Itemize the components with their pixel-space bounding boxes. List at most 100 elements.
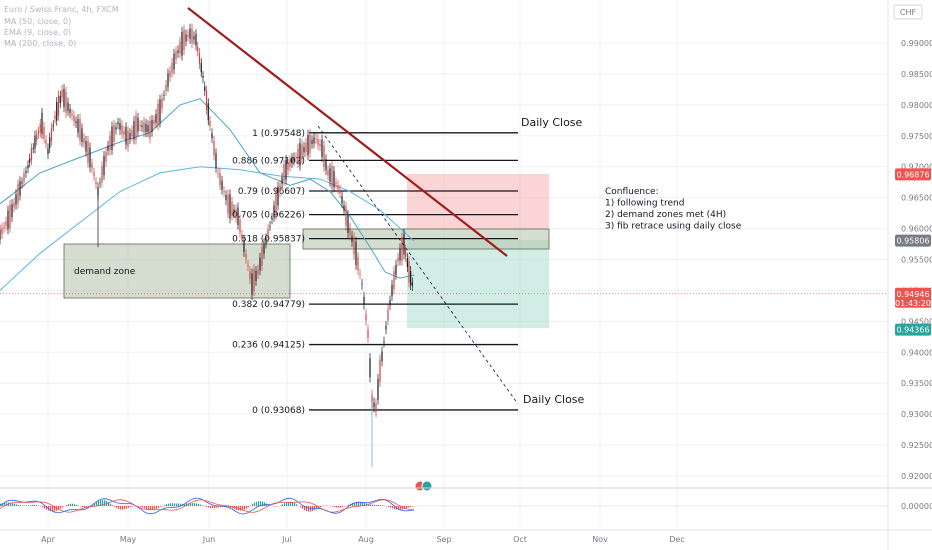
osc-histogram-bar bbox=[102, 499, 104, 506]
osc-histogram-bar bbox=[34, 504, 36, 506]
candle-body bbox=[289, 160, 291, 167]
osc-histogram-bar bbox=[88, 506, 90, 507]
osc-histogram-bar bbox=[212, 506, 214, 509]
candle-body bbox=[305, 142, 307, 153]
osc-histogram-bar bbox=[16, 504, 18, 506]
y-tick-label: 0.92500 bbox=[901, 441, 932, 450]
candle-body bbox=[56, 102, 58, 121]
osc-histogram-bar bbox=[228, 506, 230, 508]
fibonacci-retracement[interactable]: 1 (0.97548) 0.886 (0.97102) 0.79 (0.96607)… bbox=[232, 129, 518, 416]
osc-histogram-bar bbox=[94, 503, 96, 506]
candle-body bbox=[103, 155, 105, 176]
price-tag bbox=[895, 287, 931, 308]
candle-body bbox=[175, 51, 177, 60]
candle-body bbox=[359, 273, 361, 275]
candle-body bbox=[215, 153, 217, 168]
daily-close-label-top: Daily Close bbox=[521, 116, 583, 129]
x-tick-label: Nov bbox=[592, 535, 608, 544]
candle-body bbox=[411, 282, 413, 286]
candle-body bbox=[141, 125, 143, 128]
candle-body bbox=[27, 165, 29, 169]
osc-histogram-bar bbox=[280, 505, 282, 506]
candle-body bbox=[253, 269, 255, 292]
currency-box bbox=[893, 4, 923, 20]
osc-histogram-bar bbox=[320, 506, 322, 508]
fib-level-label: 1 (0.97548) bbox=[252, 129, 305, 139]
osc-histogram-bar bbox=[56, 506, 58, 511]
candle-body bbox=[265, 238, 267, 244]
candle-body bbox=[135, 115, 137, 140]
candle-body bbox=[9, 204, 11, 228]
osc-histogram-bar bbox=[254, 502, 256, 506]
candle-body bbox=[243, 240, 245, 252]
x-tick-label: Apr bbox=[41, 535, 56, 544]
osc-histogram-bar bbox=[54, 506, 56, 512]
osc-histogram-bar bbox=[284, 503, 286, 506]
osc-histogram-bar bbox=[126, 506, 128, 509]
confluence-note-line: 3) fib retrace using daily close bbox=[605, 222, 742, 232]
osc-histogram-bar bbox=[362, 502, 364, 506]
candle-body bbox=[233, 209, 235, 214]
candle-body bbox=[151, 119, 153, 132]
osc-histogram-bar bbox=[252, 503, 254, 506]
osc-histogram-bar bbox=[250, 505, 252, 506]
candle-body bbox=[187, 34, 189, 37]
candle-body bbox=[367, 329, 369, 338]
candle-body bbox=[185, 34, 187, 42]
candle-body bbox=[50, 127, 53, 141]
y-tick-label: 0.97000 bbox=[901, 163, 932, 172]
osc-histogram-bar bbox=[154, 506, 156, 510]
osc-histogram-bar bbox=[402, 506, 404, 510]
osc-histogram-bar bbox=[232, 506, 234, 509]
osc-histogram-bar bbox=[44, 506, 46, 509]
candle-body bbox=[313, 137, 315, 144]
candle-body bbox=[202, 76, 204, 78]
candle-body bbox=[269, 225, 271, 227]
y-tick-label: 0.93500 bbox=[901, 379, 932, 388]
candle-body bbox=[410, 271, 412, 286]
candle-body bbox=[61, 90, 63, 98]
fib-level-label: 0.236 (0.94125) bbox=[232, 341, 305, 351]
time-axis[interactable]: Apr May Jun Jul Aug Sep Oct Nov Dec bbox=[41, 535, 685, 544]
fib-level-label: 0 (0.93068) bbox=[252, 406, 305, 416]
candle-body bbox=[109, 136, 111, 151]
osc-histogram-bar bbox=[172, 503, 174, 506]
candle-body bbox=[315, 138, 317, 140]
chart-title: Euro / Swiss Franc, 4h, FXCM bbox=[4, 5, 119, 14]
y-tick-label: 0.93000 bbox=[901, 410, 932, 419]
candle-body bbox=[30, 148, 33, 161]
candle-body bbox=[213, 140, 215, 156]
candle-body bbox=[197, 46, 199, 52]
osc-histogram-bar bbox=[336, 506, 338, 508]
candle-body bbox=[365, 314, 367, 321]
candle-body bbox=[107, 145, 109, 151]
osc-histogram-bar bbox=[356, 502, 358, 506]
candle-body bbox=[259, 257, 261, 271]
candle-body bbox=[131, 130, 133, 137]
osc-histogram-bar bbox=[76, 504, 78, 506]
candle-body bbox=[149, 120, 151, 139]
osc-histogram-bar bbox=[268, 504, 270, 506]
osc-histogram-bar bbox=[82, 506, 84, 508]
osc-histogram-bar bbox=[10, 502, 12, 506]
candle-body bbox=[207, 103, 209, 121]
candle-body bbox=[209, 120, 211, 126]
candle-body bbox=[11, 204, 13, 218]
osc-histogram-bar bbox=[50, 506, 52, 512]
osc-histogram-bar bbox=[248, 506, 250, 507]
osc-histogram-bar bbox=[86, 506, 88, 508]
osc-histogram-bar bbox=[404, 506, 406, 509]
candle-body bbox=[13, 202, 15, 208]
osc-histogram-bar bbox=[170, 503, 172, 506]
osc-histogram-bar bbox=[148, 506, 150, 510]
osc-histogram-bar bbox=[214, 506, 216, 509]
candle-body bbox=[337, 185, 339, 190]
osc-histogram-bar bbox=[300, 506, 302, 508]
osc-histogram-bar bbox=[286, 502, 288, 506]
osc-histogram-bar bbox=[242, 506, 244, 511]
candle-body bbox=[257, 269, 259, 275]
candle-body bbox=[277, 186, 279, 206]
osc-histogram-bar bbox=[176, 503, 178, 506]
